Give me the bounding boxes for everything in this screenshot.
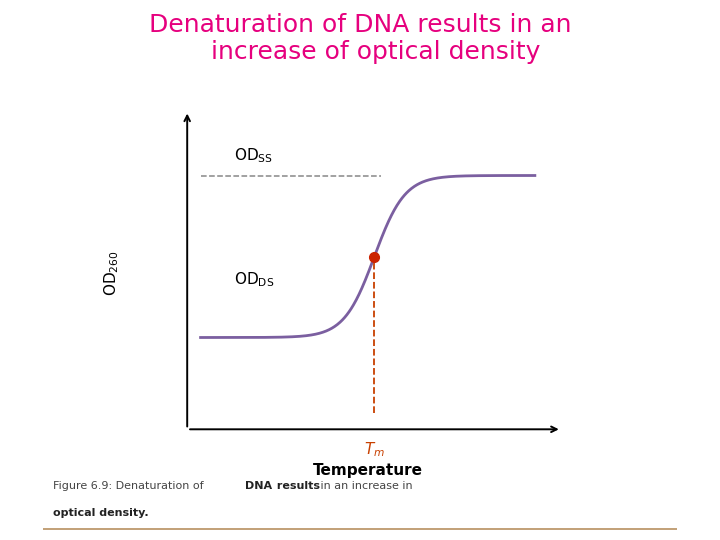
Text: Figure 6.9: Denaturation of: Figure 6.9: Denaturation of <box>53 481 207 491</box>
Text: in an increase in: in an increase in <box>317 481 413 491</box>
Text: results: results <box>273 481 320 491</box>
Text: increase of optical density: increase of optical density <box>179 40 541 64</box>
Text: OD$_{260}$: OD$_{260}$ <box>102 250 121 295</box>
Text: OD$_{\mathregular{DS}}$: OD$_{\mathregular{DS}}$ <box>234 270 274 289</box>
Text: optical density.: optical density. <box>53 508 148 518</box>
Text: OD$_{\mathregular{SS}}$: OD$_{\mathregular{SS}}$ <box>234 146 273 165</box>
Text: DNA: DNA <box>245 481 272 491</box>
Text: $\mathit{T}_m$: $\mathit{T}_m$ <box>364 440 385 459</box>
Text: Temperature: Temperature <box>312 463 423 478</box>
Text: Denaturation of DNA results in an: Denaturation of DNA results in an <box>149 14 571 37</box>
